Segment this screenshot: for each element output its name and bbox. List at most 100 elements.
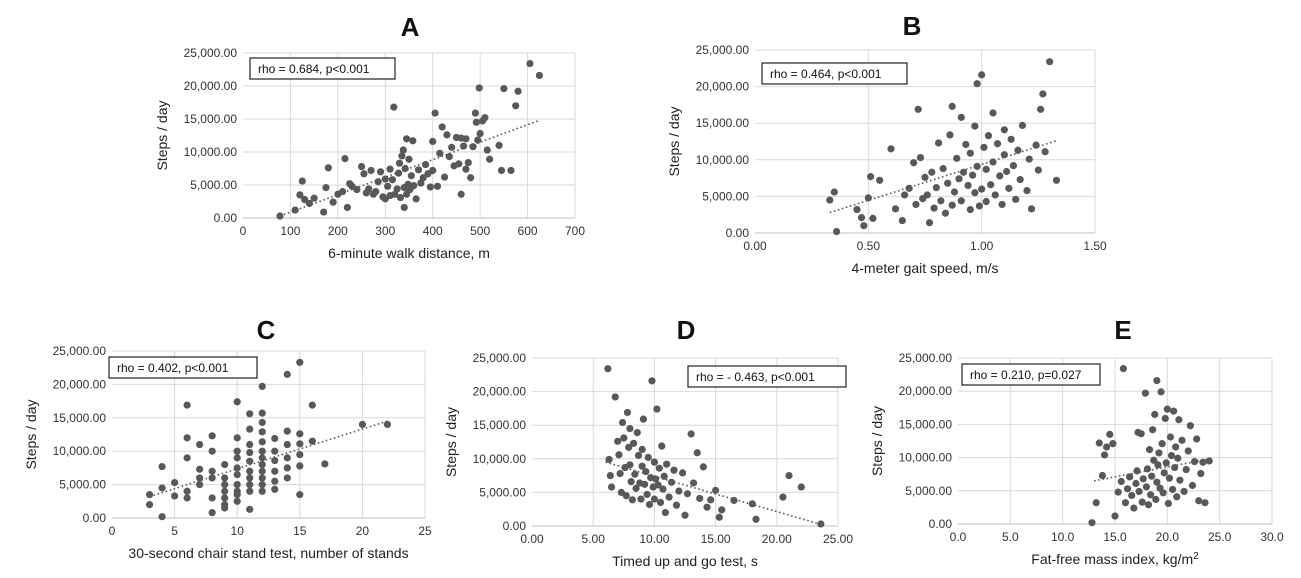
data-point — [785, 472, 793, 480]
data-point — [486, 155, 494, 163]
data-point — [1186, 422, 1194, 430]
data-point — [457, 190, 465, 198]
data-point — [627, 478, 635, 486]
data-point — [980, 143, 988, 151]
data-point — [644, 453, 652, 462]
stat-annotation: rho = 0.402, p<0.001 — [117, 361, 229, 375]
data-point — [632, 484, 640, 492]
data-point — [966, 205, 974, 214]
data-point — [271, 456, 279, 465]
data-point — [1199, 458, 1207, 466]
data-point — [407, 172, 415, 180]
data-point — [398, 152, 406, 160]
stat-box — [108, 356, 258, 379]
data-point — [258, 418, 266, 427]
data-point — [233, 481, 241, 489]
data-point — [372, 188, 380, 196]
x-tick-label: 0.0 — [950, 530, 967, 544]
x-axis-title: Fat-free mass index, kg/m2 — [1031, 551, 1199, 568]
data-point — [1014, 146, 1022, 154]
data-point — [258, 447, 266, 455]
x-tick-label: 10 — [231, 524, 245, 538]
x-tick-label: 25 — [418, 524, 432, 538]
y-tick-label: 0.00 — [214, 211, 238, 225]
stat-box — [687, 365, 847, 388]
data-point — [1007, 135, 1015, 143]
data-point — [950, 188, 959, 196]
data-point — [399, 146, 407, 154]
data-point — [1157, 388, 1165, 396]
y-tick-label: 15,000.00 — [184, 112, 238, 126]
x-tick-label: 5 — [171, 524, 178, 538]
data-point — [410, 182, 418, 190]
data-point — [246, 440, 254, 449]
data-point — [1184, 447, 1192, 455]
data-point — [982, 165, 990, 173]
data-point — [643, 490, 651, 499]
data-point — [932, 184, 940, 192]
data-point — [469, 143, 477, 151]
data-point — [971, 189, 979, 197]
data-point — [258, 460, 266, 469]
data-point — [246, 474, 254, 482]
data-point — [993, 140, 1002, 148]
data-point — [1173, 493, 1181, 501]
data-point — [622, 492, 630, 500]
data-point — [196, 481, 204, 489]
y-axis-title: Steps / day — [154, 100, 170, 170]
data-point — [715, 513, 723, 521]
data-point — [1152, 495, 1160, 504]
data-point — [989, 109, 997, 117]
data-point — [1161, 414, 1169, 423]
data-point — [1123, 485, 1132, 493]
x-axis-title: 30-second chair stand test, number of st… — [128, 545, 408, 561]
data-point — [258, 474, 266, 482]
data-point — [507, 166, 515, 175]
data-point — [233, 398, 241, 406]
x-tick-label: 5.0 — [1002, 530, 1019, 544]
data-point — [321, 460, 329, 468]
data-point — [472, 118, 480, 126]
data-point — [374, 178, 382, 186]
data-point — [987, 181, 995, 189]
y-tick-label: 15,000.00 — [696, 116, 750, 130]
data-point — [948, 201, 956, 209]
data-point — [233, 447, 241, 455]
data-point — [233, 497, 241, 505]
data-point — [426, 183, 434, 191]
data-point — [1195, 497, 1203, 505]
data-point — [403, 135, 411, 143]
x-tick-label: 0.00 — [520, 532, 544, 546]
data-point — [196, 465, 204, 473]
data-point — [1142, 483, 1150, 491]
data-point — [464, 158, 472, 167]
data-point — [246, 425, 254, 433]
data-point — [941, 209, 950, 217]
data-point — [1158, 440, 1166, 448]
data-point — [393, 185, 401, 193]
data-point — [1132, 479, 1140, 488]
data-point — [320, 208, 328, 216]
data-point — [158, 462, 166, 471]
data-point — [910, 159, 918, 167]
data-point — [183, 401, 191, 409]
data-point — [973, 80, 981, 88]
data-point — [901, 191, 909, 199]
data-point — [158, 513, 166, 521]
data-point — [638, 462, 646, 470]
data-point — [964, 181, 972, 190]
y-tick-label: 10,000.00 — [53, 444, 107, 458]
data-point — [246, 410, 254, 418]
data-point — [339, 188, 347, 196]
data-point — [661, 508, 670, 517]
data-point — [296, 450, 304, 459]
data-point — [1003, 167, 1011, 176]
data-point — [233, 434, 241, 442]
stat-annotation: rho = 0.210, p=0.027 — [970, 368, 1082, 382]
data-point — [957, 197, 965, 205]
data-point — [1005, 184, 1013, 192]
data-point — [969, 171, 977, 179]
trendline — [605, 461, 820, 525]
data-point — [1009, 162, 1018, 170]
data-point — [1130, 504, 1138, 512]
